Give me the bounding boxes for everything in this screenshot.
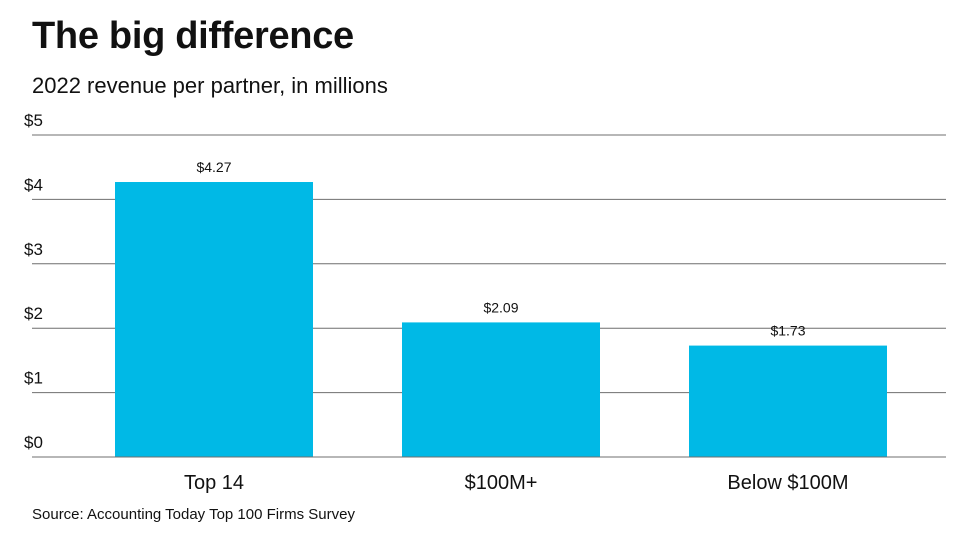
y-tick-label-0: $0 xyxy=(24,433,43,452)
x-tick-label-2: Below $100M xyxy=(727,472,848,494)
x-tick-label-1: $100M+ xyxy=(465,472,538,494)
data-label-2: $1.73 xyxy=(770,323,805,339)
source-note: Source: Accounting Today Top 100 Firms S… xyxy=(32,506,355,523)
y-tick-label-4: $4 xyxy=(24,175,43,194)
x-tick-label-0: Top 14 xyxy=(184,472,244,494)
bar-2 xyxy=(689,345,887,457)
bar-1 xyxy=(402,322,600,457)
y-tick-label-5: $5 xyxy=(24,111,43,130)
y-tick-label-3: $3 xyxy=(24,240,43,259)
data-label-0: $4.27 xyxy=(196,159,231,175)
y-tick-label-2: $2 xyxy=(24,304,43,323)
data-label-1: $2.09 xyxy=(483,299,518,315)
bar-0 xyxy=(115,182,313,457)
chart-title: The big difference xyxy=(32,15,354,57)
chart-subtitle: 2022 revenue per partner, in millions xyxy=(32,73,388,98)
y-tick-label-1: $1 xyxy=(24,369,43,388)
